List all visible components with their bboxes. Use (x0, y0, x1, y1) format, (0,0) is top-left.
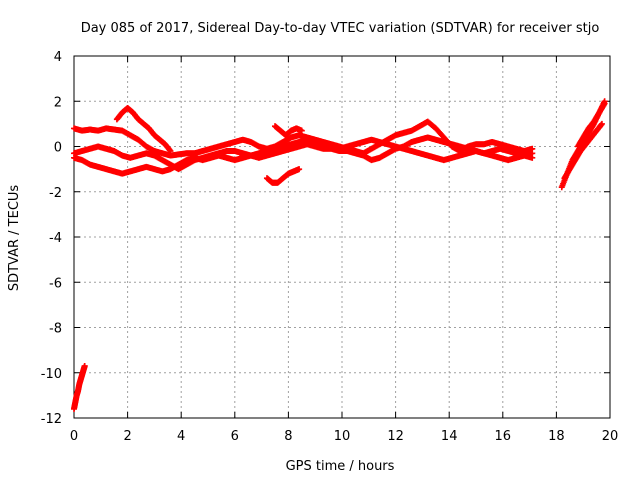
x-axis-label: GPS time / hours (286, 459, 395, 474)
series-track-c (71, 136, 536, 177)
x-tick-label: 8 (284, 429, 292, 444)
series-late-c (574, 100, 608, 150)
grid-lines (74, 56, 610, 418)
y-tick-label: -8 (49, 322, 62, 337)
y-tick-label: -12 (41, 412, 62, 427)
x-tick-label: 12 (387, 429, 404, 444)
data-point (601, 100, 608, 107)
data-point (529, 154, 536, 161)
x-tick-label: 2 (123, 429, 131, 444)
y-tick-label: 4 (54, 50, 62, 65)
series-late-b (561, 120, 605, 182)
x-tick-label: 0 (70, 429, 78, 444)
x-tick-label: 4 (177, 429, 185, 444)
data-points (71, 98, 608, 412)
y-tick-label: -6 (49, 276, 62, 291)
x-tick-label: 10 (334, 429, 351, 444)
data-point (167, 148, 174, 155)
series-early (71, 362, 88, 412)
y-axis-label: SDTVAR / TECUs (7, 185, 22, 292)
x-tick-label: 6 (231, 429, 239, 444)
y-tick-label: -10 (41, 367, 62, 382)
data-point (298, 127, 305, 134)
x-tick-label: 16 (495, 429, 512, 444)
series-track-e (263, 166, 303, 186)
series-track-d (113, 105, 174, 155)
chart-title: Day 085 of 2017, Sidereal Day-to-day VTE… (81, 21, 600, 36)
axis-ticks: 0 2 4 6 8 10 12 14 16 18 20 -12 -10 -8 -6 -4 -2 0 2 4 (41, 50, 619, 444)
y-tick-label: 0 (54, 141, 62, 156)
data-point (296, 166, 303, 173)
series-track-b (71, 134, 536, 173)
x-tick-label: 14 (441, 429, 458, 444)
y-tick-label: -2 (49, 186, 62, 201)
y-tick-label: -4 (49, 231, 62, 246)
data-point (81, 362, 88, 369)
series-track-f (272, 123, 305, 139)
data-point (598, 120, 605, 127)
y-tick-label: 2 (54, 95, 62, 110)
x-tick-label: 18 (548, 429, 565, 444)
x-tick-label: 20 (602, 429, 619, 444)
